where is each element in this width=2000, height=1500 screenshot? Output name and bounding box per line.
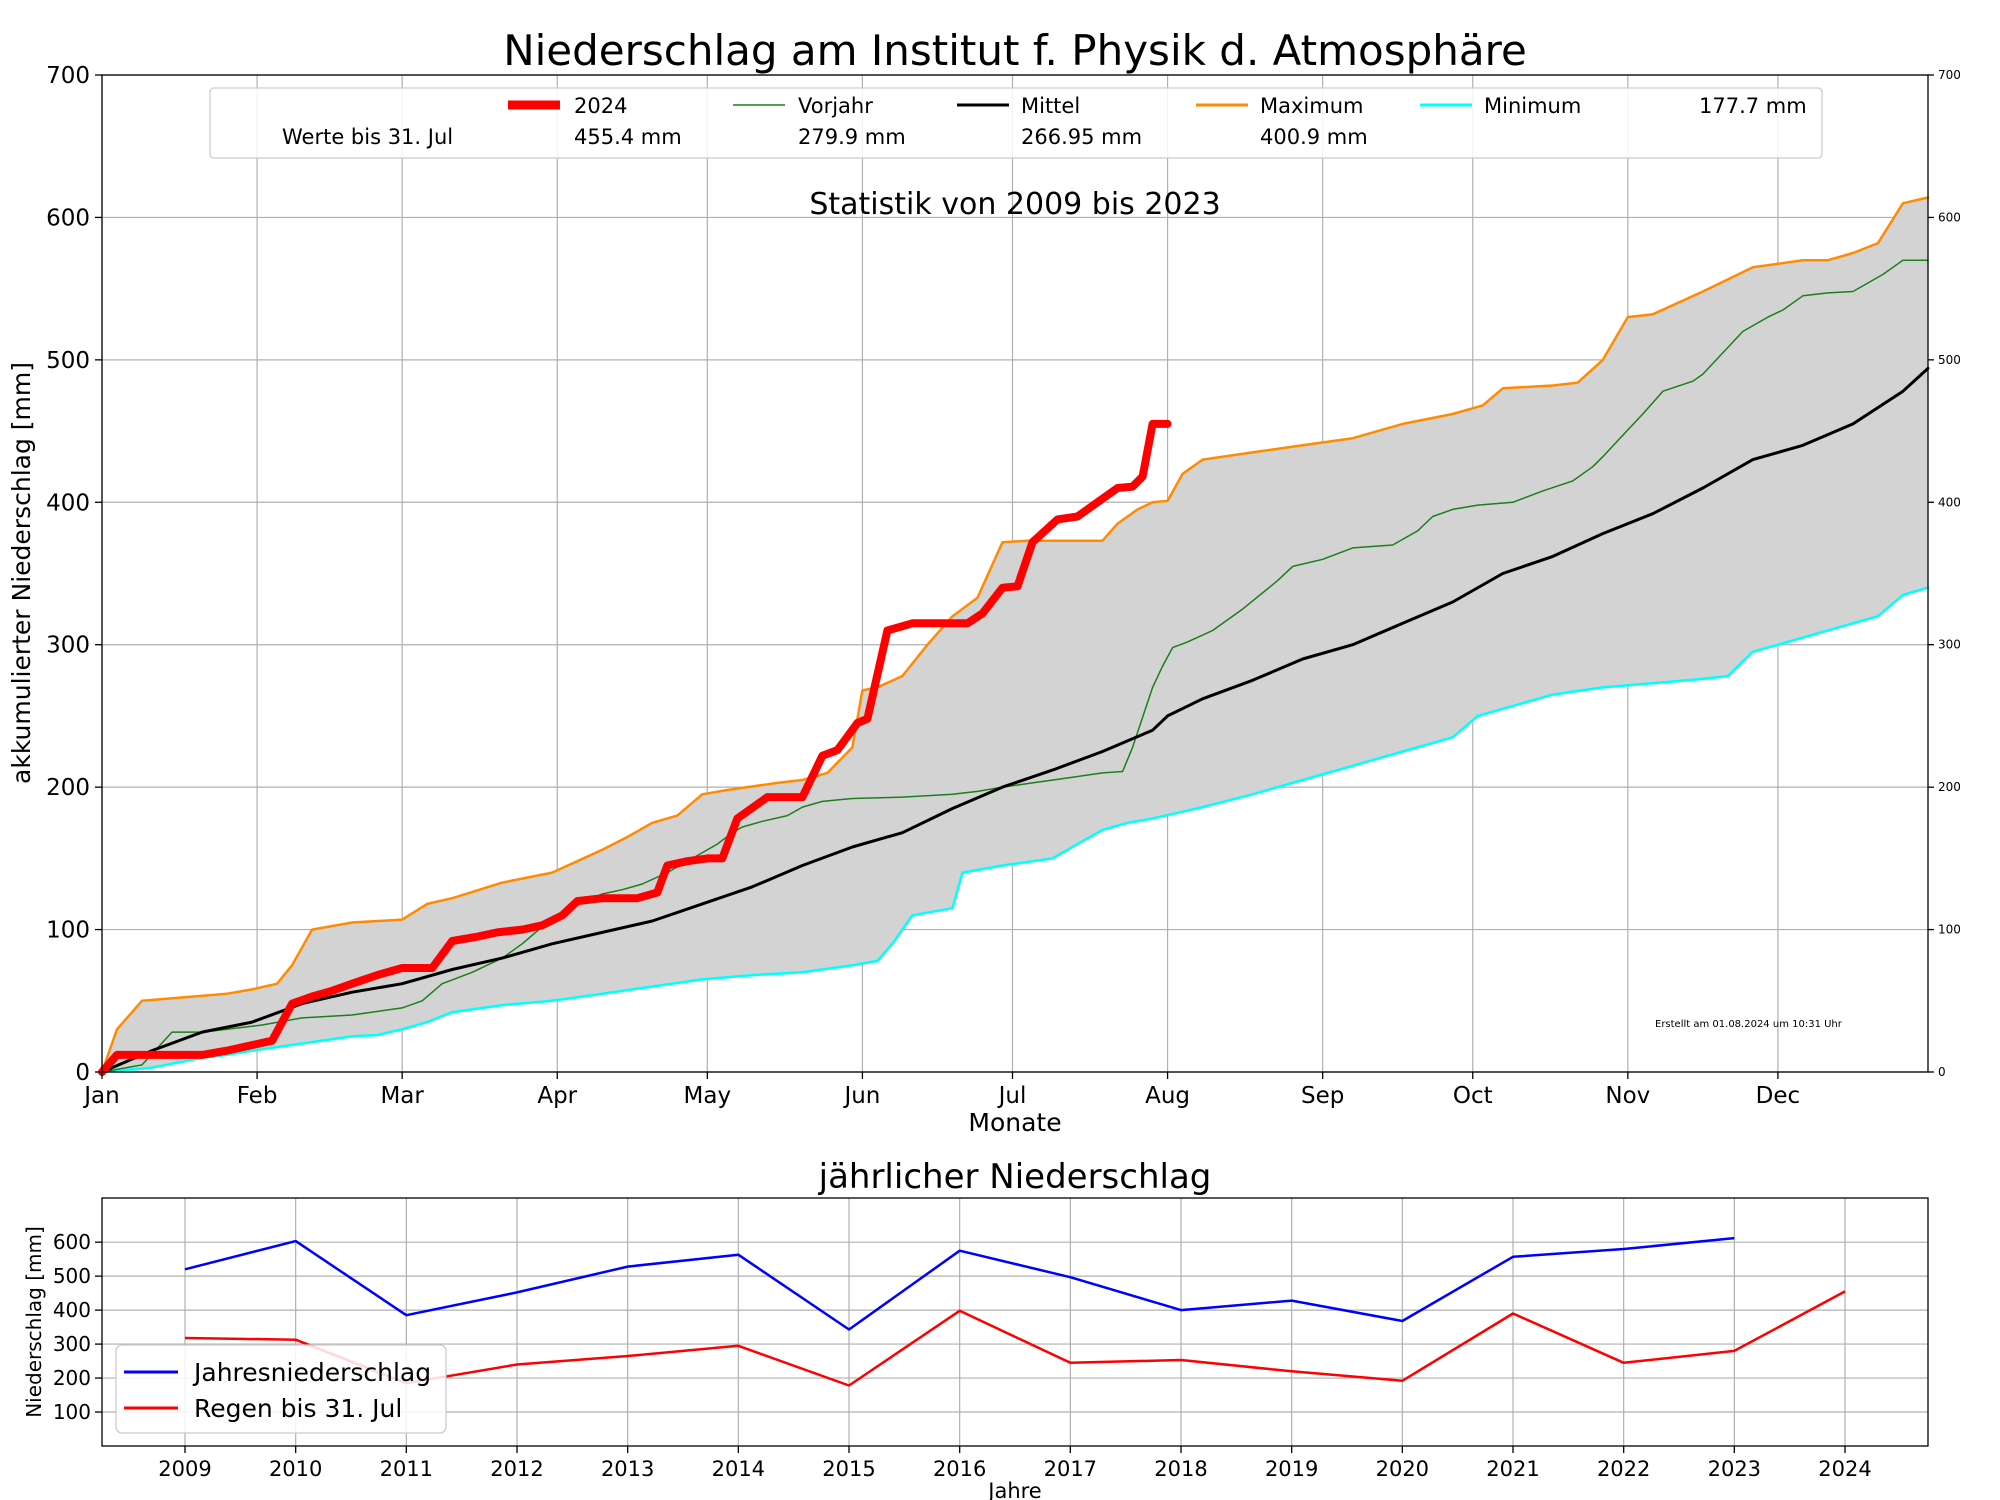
legend-label-mittel: Mittel <box>1021 94 1080 118</box>
yearly-x-tick-label-2015: 2015 <box>822 1457 875 1481</box>
yearly-legend-label-jahres: Jahresniederschlag <box>192 1358 431 1387</box>
main-y-tick-label-0: 0 <box>75 1060 90 1086</box>
main-plot-frame <box>101 74 1929 1073</box>
yearly-x-tick-label-2013: 2013 <box>601 1457 654 1481</box>
main-x-tick-label-oct: Oct <box>1453 1083 1493 1109</box>
yearly-y-ticks: 100 200 300 400 500 600 <box>53 1230 102 1424</box>
yearly-x-tick-label-2011: 2011 <box>380 1457 433 1481</box>
main-y-tick-label-500: 500 <box>46 348 90 374</box>
yearly-series-group <box>184 1236 1846 1387</box>
legend-value-2024: 455.4 mm <box>574 125 682 149</box>
yearly-x-tick-label-2023: 2023 <box>1708 1457 1761 1481</box>
main-x-tick-label-aug: Aug <box>1145 1083 1190 1109</box>
main-y-ticks: 0 100 200 300 400 500 600 700 <box>46 63 102 1086</box>
main-y-ticks-right: 0 100 200 300 400 500 600 700 <box>1928 68 1961 1079</box>
legend-value-vorjahr: 279.9 mm <box>798 125 906 149</box>
main-chart-title: Niederschlag am Institut f. Physik d. At… <box>503 26 1527 75</box>
yearly-y-tick-label-400: 400 <box>53 1298 91 1322</box>
main-y-tick-label-400: 400 <box>46 490 90 516</box>
main-x-tick-label-sep: Sep <box>1301 1083 1344 1109</box>
main-x-ticks: Jan Feb Mar Apr May Jun Jul Aug Sep Oct Nov Dec <box>82 1072 1800 1109</box>
legend-label-vorjahr: Vorjahr <box>798 94 873 118</box>
yearly-series-line-regen-bis-31-jul <box>184 1290 1846 1387</box>
main-x-tick-label-dec: Dec <box>1756 1083 1801 1109</box>
main-y-tick-label-700: 700 <box>46 63 90 89</box>
yearly-y-tick-label-300: 300 <box>53 1332 91 1356</box>
main-x-tick-label-jul: Jul <box>997 1083 1027 1109</box>
yearly-x-tick-label-2010: 2010 <box>269 1457 322 1481</box>
yearly-x-tick-label-2021: 2021 <box>1486 1457 1539 1481</box>
yearly-chart-title: jährlicher Niederschlag <box>818 1157 1212 1197</box>
yearly-x-tick-label-2022: 2022 <box>1597 1457 1650 1481</box>
yearly-series-line-jahresniederschlag <box>184 1236 1735 1331</box>
yearly-legend: Jahresniederschlag Regen bis 31. Jul <box>115 1344 447 1434</box>
main-x-tick-label-nov: Nov <box>1605 1083 1650 1109</box>
created-annotation: Erstellt am 01.08.2024 um 10:31 Uhr <box>1655 1019 1843 1030</box>
yearly-x-tick-label-2012: 2012 <box>490 1457 543 1481</box>
main-y-right-tick-label-600: 600 <box>1938 210 1961 224</box>
main-series-group <box>98 196 1930 1076</box>
yearly-legend-label-regen: Regen bis 31. Jul <box>194 1394 402 1423</box>
yearly-y-tick-label-100: 100 <box>53 1400 91 1424</box>
legend-value-mittel: 266.95 mm <box>1021 125 1142 149</box>
main-y-tick-label-200: 200 <box>46 775 90 801</box>
main-y-right-tick-label-400: 400 <box>1938 495 1961 509</box>
main-y-right-tick-label-0: 0 <box>1938 1065 1946 1079</box>
main-x-tick-label-may: May <box>684 1083 732 1109</box>
yearly-chart: jährlicher Niederschlag 100 200 300 400 500 6… <box>22 1157 1929 1500</box>
main-y-right-tick-label-700: 700 <box>1938 68 1961 82</box>
main-y-tick-label-300: 300 <box>46 633 90 659</box>
main-y-right-tick-label-300: 300 <box>1938 638 1961 652</box>
yearly-x-tick-label-2020: 2020 <box>1376 1457 1429 1481</box>
series-line-maximum <box>100 196 1930 1074</box>
main-x-tick-label-apr: Apr <box>537 1083 577 1109</box>
yearly-x-tick-label-2009: 2009 <box>158 1457 211 1481</box>
main-chart: Niederschlag am Institut f. Physik d. At… <box>7 26 1961 1137</box>
yearly-x-tick-label-2014: 2014 <box>712 1457 765 1481</box>
main-y-tick-label-100: 100 <box>46 918 90 944</box>
yearly-y-label: Niederschlag [mm] <box>22 1226 46 1418</box>
main-y-right-tick-label-100: 100 <box>1938 923 1961 937</box>
legend-value-maximum: 400.9 mm <box>1260 125 1368 149</box>
legend-label-minimum: Minimum <box>1484 94 1581 118</box>
main-x-tick-label-jan: Jan <box>82 1083 119 1109</box>
main-legend-box <box>209 87 1823 159</box>
main-y-tick-label-600: 600 <box>46 205 90 231</box>
yearly-x-tick-label-2017: 2017 <box>1044 1457 1097 1481</box>
main-y-label: akkumulierter Niederschlag [mm] <box>7 362 36 784</box>
yearly-x-tick-label-2024: 2024 <box>1818 1457 1871 1481</box>
main-x-tick-label-mar: Mar <box>380 1083 424 1109</box>
main-y-right-tick-label-200: 200 <box>1938 780 1961 794</box>
series-line-2024 <box>98 419 1172 1076</box>
yearly-y-tick-label-500: 500 <box>53 1264 91 1288</box>
yearly-x-tick-label-2016: 2016 <box>933 1457 986 1481</box>
yearly-x-tick-label-2019: 2019 <box>1265 1457 1318 1481</box>
main-x-tick-label-feb: Feb <box>237 1083 278 1109</box>
main-subtitle: Statistik von 2009 bis 2023 <box>809 187 1220 222</box>
legend-label-maximum: Maximum <box>1260 94 1363 118</box>
min-max-band <box>102 197 1928 1072</box>
main-x-tick-label-jun: Jun <box>842 1083 880 1109</box>
main-y-right-tick-label-500: 500 <box>1938 353 1961 367</box>
legend-label-2024: 2024 <box>574 94 627 118</box>
series-line-mittel <box>100 366 1930 1074</box>
yearly-plot-frame <box>101 1197 1929 1447</box>
yearly-legend-box <box>115 1344 447 1434</box>
yearly-x-ticks: 2009 2010 2011 2012 2013 2014 2015 2016 2017 2018… <box>158 1446 1872 1481</box>
yearly-y-tick-label-200: 200 <box>53 1366 91 1390</box>
legend-value-minimum: 177.7 mm <box>1699 94 1807 118</box>
main-legend: 2024 455.4 mm Vorjahr 279.9 mm Mittel 26… <box>209 87 1823 159</box>
main-x-label: Monate <box>968 1108 1061 1137</box>
yearly-x-tick-label-2018: 2018 <box>1154 1457 1207 1481</box>
yearly-y-tick-label-600: 600 <box>53 1230 91 1254</box>
legend-note: Werte bis 31. Jul <box>282 125 453 149</box>
series-line-minimum <box>100 586 1930 1074</box>
yearly-x-label: Jahre <box>986 1479 1041 1500</box>
